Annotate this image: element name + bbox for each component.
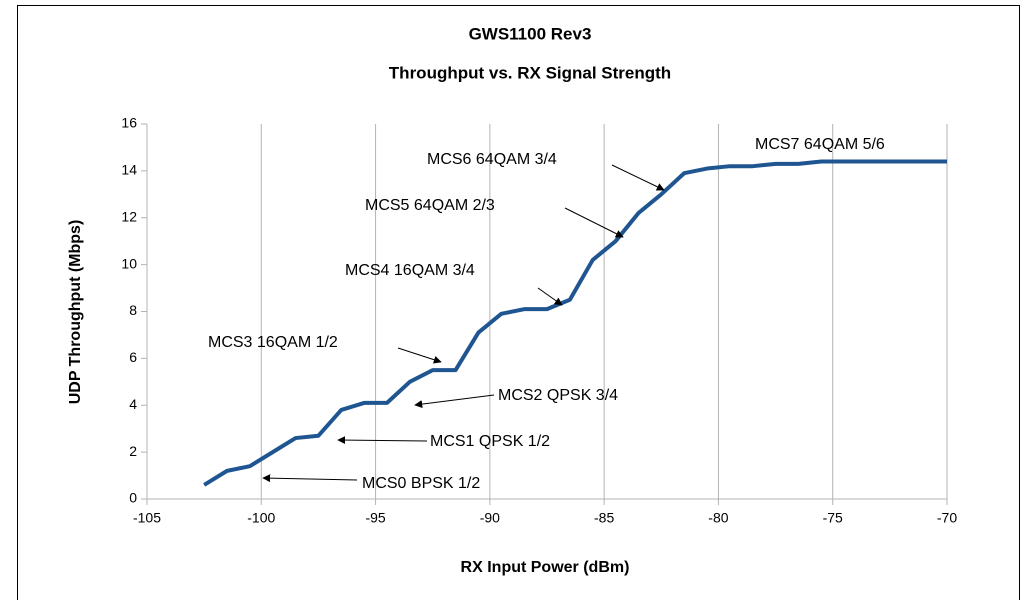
data-line <box>203 159 947 487</box>
y-tick-label: 4 <box>129 396 137 412</box>
annotation: MCS3 16QAM 1/2 <box>208 334 338 351</box>
y-tick-label: 10 <box>121 255 137 271</box>
annotation-arrow <box>611 164 665 191</box>
x-tick-label: -90 <box>480 510 500 526</box>
annotation-arrow <box>397 347 442 364</box>
y-tick-label: 8 <box>129 302 137 318</box>
x-axis-title: RX Input Power (dBm) <box>461 559 630 576</box>
annotation: MCS5 64QAM 2/3 <box>365 197 495 214</box>
x-tick-label: -85 <box>594 510 614 526</box>
x-tick-label: -75 <box>823 510 843 526</box>
y-tick-label: 6 <box>129 349 137 365</box>
x-tick-label: -105 <box>133 510 161 526</box>
y-tick-label: 12 <box>121 208 137 224</box>
x-tick-label: -95 <box>365 510 385 526</box>
annotation: MCS4 16QAM 3/4 <box>345 262 475 279</box>
annotation: MCS6 64QAM 3/4 <box>427 151 557 168</box>
annotation-arrow <box>337 436 428 445</box>
chart-subtitle: Throughput vs. RX Signal Strength <box>389 63 671 82</box>
frame <box>17 5 1020 600</box>
x-tick-label: -100 <box>247 510 275 526</box>
x-tick-label: -70 <box>937 510 957 526</box>
chart-title: GWS1100 Rev3 <box>469 24 592 43</box>
y-tick-label: 16 <box>121 115 137 131</box>
annotation: MCS2 QPSK 3/4 <box>498 387 618 404</box>
x-tick-label: -80 <box>708 510 728 526</box>
annotation: MCS7 64QAM 5/6 <box>755 136 885 153</box>
annotation: MCS0 BPSK 1/2 <box>362 475 480 492</box>
annotation: MCS1 QPSK 1/2 <box>430 433 550 450</box>
annotation-arrow <box>537 287 563 306</box>
annotation-arrow <box>564 207 624 238</box>
y-tick-label: 14 <box>121 162 137 178</box>
y-tick-label: 0 <box>129 490 137 506</box>
annotation-arrow <box>414 394 495 409</box>
annotation-arrow <box>262 474 358 483</box>
y-axis-title: UDP Throughput (Mbps) <box>67 220 84 405</box>
y-tick-label: 2 <box>129 443 137 459</box>
